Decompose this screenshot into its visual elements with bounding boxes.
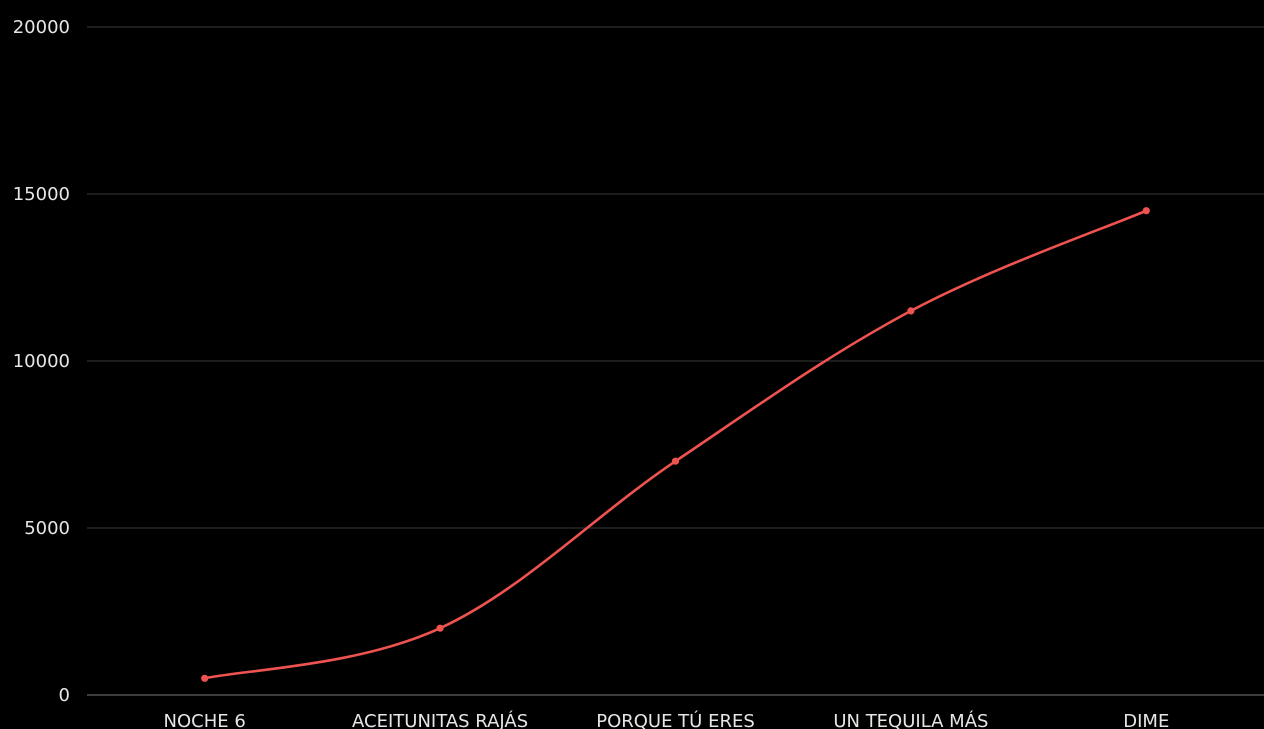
x-tick-label: ACEITUNITAS RAJÁS xyxy=(352,710,528,729)
y-axis-ticks: 0 5000 10000 15000 20000 xyxy=(13,17,70,706)
data-point xyxy=(201,674,209,682)
x-tick-label: UN TEQUILA MÁS xyxy=(833,710,988,729)
y-tick-label: 15000 xyxy=(13,184,70,205)
y-tick-label: 0 xyxy=(59,685,70,706)
grid-layer xyxy=(87,26,1264,696)
y-tick-label: 20000 xyxy=(13,17,70,38)
series-line xyxy=(203,209,1148,680)
x-tick-label: PORQUE TÚ ERES xyxy=(596,710,755,729)
data-point xyxy=(436,624,444,632)
series-layer xyxy=(201,207,1150,682)
x-tick-label: DIME xyxy=(1123,711,1169,729)
data-point xyxy=(907,307,915,315)
y-tick-label: 5000 xyxy=(24,518,70,539)
y-tick-label: 10000 xyxy=(13,351,70,372)
x-axis-ticks: NOCHE 6 ACEITUNITAS RAJÁS PORQUE TÚ ERES UN… xyxy=(164,710,1170,729)
data-point xyxy=(1142,207,1150,215)
data-point xyxy=(671,457,680,465)
x-tick-label: NOCHE 6 xyxy=(164,711,246,729)
